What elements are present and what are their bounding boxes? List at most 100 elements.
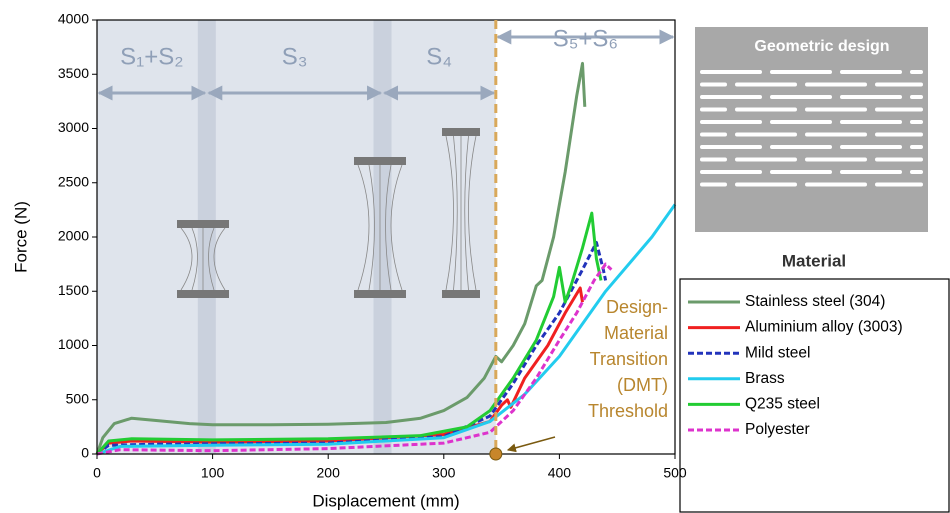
slot <box>805 82 867 87</box>
y-axis-label: Force (N) <box>11 201 30 273</box>
x-tick-label: 300 <box>432 465 456 481</box>
y-tick-label: 3500 <box>58 65 89 81</box>
annotation-text: Design- <box>606 297 668 317</box>
icon-lattice <box>191 227 198 291</box>
x-tick-label: 0 <box>93 465 101 481</box>
icon-plate <box>177 220 229 228</box>
series-line <box>95 211 603 455</box>
slot <box>840 145 902 149</box>
slot <box>840 70 902 74</box>
stage-band <box>373 20 392 454</box>
slot <box>700 132 727 137</box>
x-tick-label: 500 <box>663 465 687 481</box>
slot <box>700 107 727 112</box>
slot <box>910 95 923 99</box>
y-tick-label: 500 <box>66 390 90 406</box>
stage-label: S₅+S₆ <box>553 25 618 52</box>
series-line <box>96 203 677 456</box>
stage-label: S₃ <box>282 43 308 70</box>
slot <box>735 132 797 137</box>
x-tick-label: 200 <box>317 465 341 481</box>
icon-lattice <box>468 135 477 291</box>
legend-box <box>679 278 950 513</box>
background <box>97 20 496 454</box>
slot <box>700 82 727 87</box>
series-line <box>95 286 584 456</box>
slot <box>910 170 923 174</box>
slot <box>910 145 923 149</box>
slot <box>735 82 797 87</box>
slot <box>910 120 923 124</box>
slot <box>700 145 762 149</box>
slot <box>770 120 832 124</box>
x-tick-label: 400 <box>548 465 572 481</box>
legend-label: Aluminium alloy (3003) <box>745 319 903 336</box>
slots <box>700 70 923 187</box>
y-tick-label: 0 <box>81 445 89 461</box>
y-tick-label: 1500 <box>58 282 89 298</box>
icon-lattice <box>213 227 226 291</box>
annotation-text: (DMT) <box>617 375 668 395</box>
slot <box>840 170 902 174</box>
slot <box>805 107 867 112</box>
icon-lattice <box>368 164 375 291</box>
x-tick-label: 100 <box>201 465 225 481</box>
threshold-marker <box>489 447 503 461</box>
icon-plate <box>177 290 229 298</box>
legend-label: Q235 steel <box>745 395 820 412</box>
legend-label: Mild steel <box>745 344 810 361</box>
series-line <box>95 61 587 455</box>
stage-label: S₁+S₂ <box>120 43 183 70</box>
slot <box>875 82 923 87</box>
stage-label: S₄ <box>426 43 452 70</box>
slot <box>805 132 867 137</box>
panel-title: Geometric design <box>754 38 889 55</box>
slot <box>875 182 923 187</box>
annotation-text: Material <box>604 323 668 343</box>
legend-title: Material <box>782 251 846 270</box>
slot <box>840 95 902 99</box>
slot <box>700 95 762 99</box>
y-tick-label: 2000 <box>58 228 89 244</box>
icon-lattice <box>445 135 454 291</box>
icon-lattice <box>208 227 215 291</box>
design-region <box>97 20 496 454</box>
slot <box>805 157 867 162</box>
slot <box>700 120 762 124</box>
icon-plate <box>354 290 406 298</box>
legend-label: Brass <box>745 370 785 387</box>
slot <box>840 120 902 124</box>
slot <box>700 170 762 174</box>
y-tick-label: 2500 <box>58 173 89 189</box>
annotation-text: Threshold <box>588 401 668 421</box>
slot <box>735 107 797 112</box>
icon-lattice <box>180 227 193 291</box>
series-line <box>96 262 613 456</box>
icon-lattice <box>385 164 392 291</box>
slot <box>770 170 832 174</box>
legend-label: Polyester <box>745 421 810 438</box>
y-tick-label: 4000 <box>58 11 89 27</box>
slot <box>700 157 727 162</box>
icon-lattice <box>453 135 458 291</box>
geometric-panel <box>695 27 928 232</box>
slot <box>735 157 797 162</box>
annotation-arrow <box>506 436 556 453</box>
slot <box>700 70 762 74</box>
slot <box>875 132 923 137</box>
slot <box>875 107 923 112</box>
legend-label: Stainless steel (304) <box>745 293 885 310</box>
icon-plate <box>442 290 480 298</box>
y-tick-label: 1000 <box>58 336 89 352</box>
slot <box>910 70 923 74</box>
slot <box>770 70 832 74</box>
annotation-text: Transition <box>590 349 668 369</box>
icon-lattice <box>464 135 469 291</box>
slot <box>735 182 797 187</box>
slot <box>700 182 727 187</box>
slot <box>875 157 923 162</box>
plot-area <box>95 61 677 456</box>
y-tick-label: 3000 <box>58 119 89 135</box>
x-axis-label: Displacement (mm) <box>312 491 459 510</box>
